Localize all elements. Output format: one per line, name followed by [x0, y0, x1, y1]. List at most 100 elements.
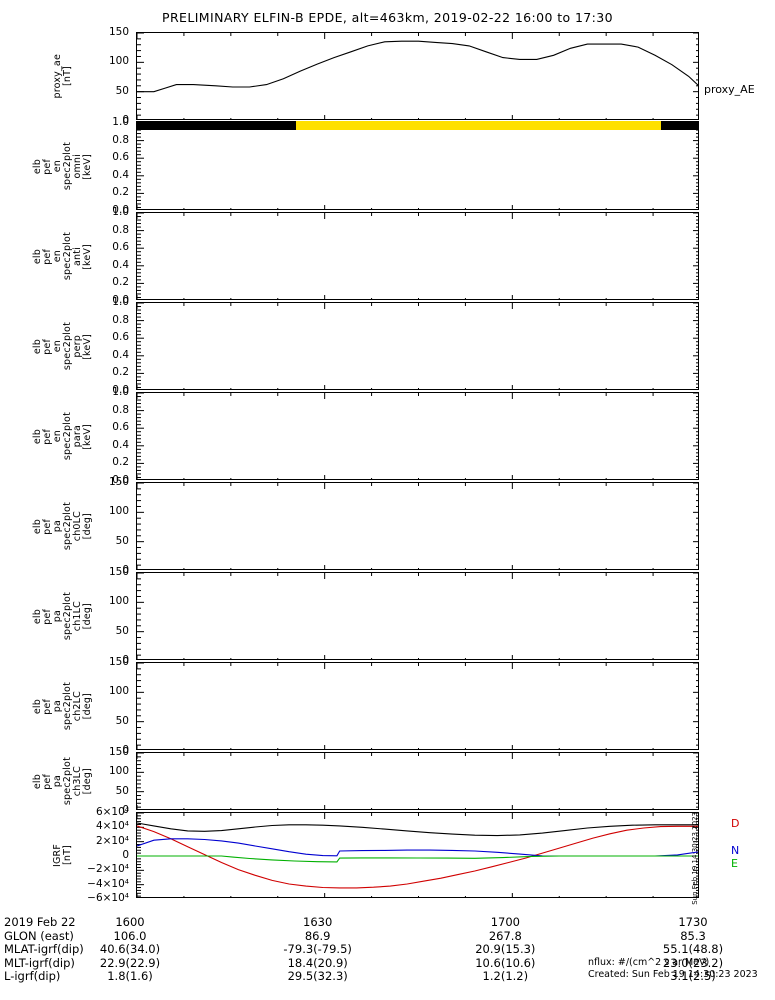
- bottom-row-label-0: 2019 Feb 22: [4, 915, 76, 929]
- panel-en-anti: [136, 212, 699, 300]
- ytick-en-perp-0: 1.0: [112, 295, 129, 308]
- ytick-proxy-ae-0: 150: [108, 25, 129, 38]
- ylabel-word: [keV]: [82, 423, 93, 450]
- bottom-cell-2-2: 20.9(15.3): [475, 942, 536, 957]
- ylabel-word: [nT]: [62, 66, 73, 87]
- panel-graphics-en-omni: [137, 123, 698, 209]
- ylabel-word: [nT]: [62, 845, 73, 866]
- bottom-cell-4-1: 29.5(32.3): [287, 969, 348, 984]
- ytick-en-omni-1: 0.8: [112, 133, 129, 146]
- ytick-en-para-0: 1.0: [112, 385, 129, 398]
- ytick-pa-ch3lc-3: 0: [122, 803, 129, 816]
- bottom-cell-1-1: 86.9: [304, 928, 331, 943]
- ytick-en-para-3: 0.4: [112, 438, 129, 451]
- bottom-row-label-4: L-igrf(dip): [4, 969, 61, 984]
- bottom-cell-1-3: 85.3: [680, 928, 706, 943]
- panel-proxy-ae: [136, 32, 699, 120]
- ylabel-word: [keV]: [82, 243, 93, 270]
- ytick-en-para-2: 0.6: [112, 420, 129, 433]
- ytick-en-anti-4: 0.2: [112, 276, 129, 289]
- ytick-pa-ch2lc-1: 100: [108, 685, 129, 698]
- panel-graphics-en-anti: [137, 213, 698, 299]
- bottom-cell-3-3: 23.0(23.2): [662, 955, 724, 970]
- footer-nflux: nflux: #/(cm^2 s ar MeV): [588, 957, 710, 968]
- ytick-en-omni-0: 1.0: [112, 115, 129, 128]
- panel-pa-ch2lc: [136, 662, 699, 750]
- ytick-pa-ch1lc-3: 0: [122, 653, 129, 666]
- ytick-igrf-0: 6×10⁴: [95, 805, 129, 818]
- ylabel-en-para: elb pef en spec2plot para [keV]: [18, 412, 108, 460]
- ytick-igrf-6: −6×10⁴: [87, 891, 129, 904]
- bottom-row-label-2: MLAT-igrf(dip): [4, 942, 84, 957]
- bottom-cell-1-0: 106.0: [113, 928, 147, 943]
- panel-en-omni: [136, 122, 699, 210]
- panel-graphics-pa-ch3lc: [137, 753, 698, 809]
- bottom-cell-0-2: 1700: [490, 915, 520, 929]
- bottom-cell-2-1: -79.3(-79.5): [283, 942, 352, 957]
- panel-pa-ch3lc: [136, 752, 699, 810]
- ytick-en-para-4: 0.2: [112, 456, 129, 469]
- ytick-pa-ch0lc-1: 100: [108, 505, 129, 518]
- ytick-proxy-ae-3: 0: [122, 113, 129, 126]
- bottom-cell-3-2: 10.6(10.6): [475, 955, 536, 970]
- ytick-en-perp-2: 0.6: [112, 330, 129, 343]
- bottom-cell-1-2: 267.8: [488, 928, 522, 943]
- ylabel-proxy-ae: proxy_ae [nT]: [18, 54, 108, 99]
- page-title: PRELIMINARY ELFIN-B EPDE, alt=463km, 201…: [162, 10, 613, 25]
- ytick-pa-ch2lc-3: 0: [122, 743, 129, 756]
- ytick-pa-ch0lc-2: 50: [115, 534, 129, 547]
- panel-en-perp: [136, 302, 699, 390]
- ytick-en-omni-4: 0.2: [112, 186, 129, 199]
- bottom-cell-2-0: 40.6(34.0): [99, 942, 161, 957]
- panel-igrf: [136, 812, 699, 898]
- ylabel-word: [deg]: [82, 693, 93, 720]
- bottom-cell-3-1: 18.4(20.9): [287, 955, 348, 970]
- ytick-proxy-ae-1: 100: [108, 55, 129, 68]
- bottom-cell-3-0: 22.9(22.9): [99, 955, 161, 970]
- ytick-en-para-5: 0.0: [112, 473, 129, 486]
- footer-created: Created: Sun Feb 19 14:30:23 2023: [588, 969, 758, 980]
- panel-graphics-pa-ch0lc: [137, 483, 698, 569]
- ytick-igrf-3: 0: [122, 848, 129, 861]
- ytick-en-omni-2: 0.6: [112, 150, 129, 163]
- ylabel-word: [deg]: [82, 513, 93, 540]
- status-segment-0: [136, 121, 297, 130]
- bottom-row-label-1: GLON (east): [4, 928, 74, 943]
- panel-pa-ch0lc: [136, 482, 699, 570]
- status-bar: [136, 121, 699, 130]
- ytick-en-omni-3: 0.4: [112, 168, 129, 181]
- ytick-pa-ch2lc-0: 150: [108, 655, 129, 668]
- ytick-proxy-ae-2: 50: [115, 84, 129, 97]
- ytick-igrf-1: 4×10⁴: [95, 820, 129, 833]
- panel-graphics-pa-ch1lc: [137, 573, 698, 659]
- legend-item-d: D: [731, 817, 740, 830]
- bottom-cell-0-3: 1730: [678, 915, 708, 929]
- panel-graphics-igrf: [137, 813, 698, 897]
- ytick-en-perp-5: 0.0: [112, 383, 129, 396]
- status-segment-2: [660, 121, 699, 130]
- bottom-cell-4-0: 1.8(1.6): [107, 969, 153, 984]
- status-segment-1: [296, 121, 661, 130]
- proxy-ae-right-label: proxy_AE: [704, 83, 755, 96]
- ytick-en-omni-5: 0.0: [112, 203, 129, 216]
- ytick-pa-ch3lc-2: 50: [115, 784, 129, 797]
- ylabel-pa-ch0lc: elb pef pa spec2plot ch0LC [deg]: [18, 502, 108, 550]
- ylabel-pa-ch2lc: elb pef pa spec2plot ch2LC [deg]: [18, 682, 108, 730]
- ytick-en-anti-0: 1.0: [112, 205, 129, 218]
- bottom-cell-4-3: 3.1(2.5): [670, 969, 716, 984]
- panel-graphics-proxy-ae: [137, 33, 698, 119]
- bottom-row-label-3: MLT-igrf(dip): [4, 955, 75, 970]
- ytick-pa-ch3lc-1: 100: [108, 765, 129, 778]
- ytick-en-anti-5: 0.0: [112, 293, 129, 306]
- ytick-pa-ch1lc-1: 100: [108, 595, 129, 608]
- bottom-cell-0-1: 1630: [303, 915, 333, 929]
- ytick-en-anti-3: 0.4: [112, 258, 129, 271]
- ylabel-word: [deg]: [82, 768, 93, 795]
- ylabel-pa-ch3lc: elb pef pa spec2plot ch3LC [deg]: [18, 757, 108, 805]
- ytick-pa-ch1lc-0: 150: [108, 565, 129, 578]
- ylabel-pa-ch1lc: elb pef pa spec2plot ch1LC [deg]: [18, 592, 108, 640]
- ytick-en-anti-2: 0.6: [112, 240, 129, 253]
- ylabel-en-omni: elb pef en spec2plot omni [keV]: [18, 142, 108, 190]
- ylabel-igrf: IGRF [nT]: [18, 844, 108, 867]
